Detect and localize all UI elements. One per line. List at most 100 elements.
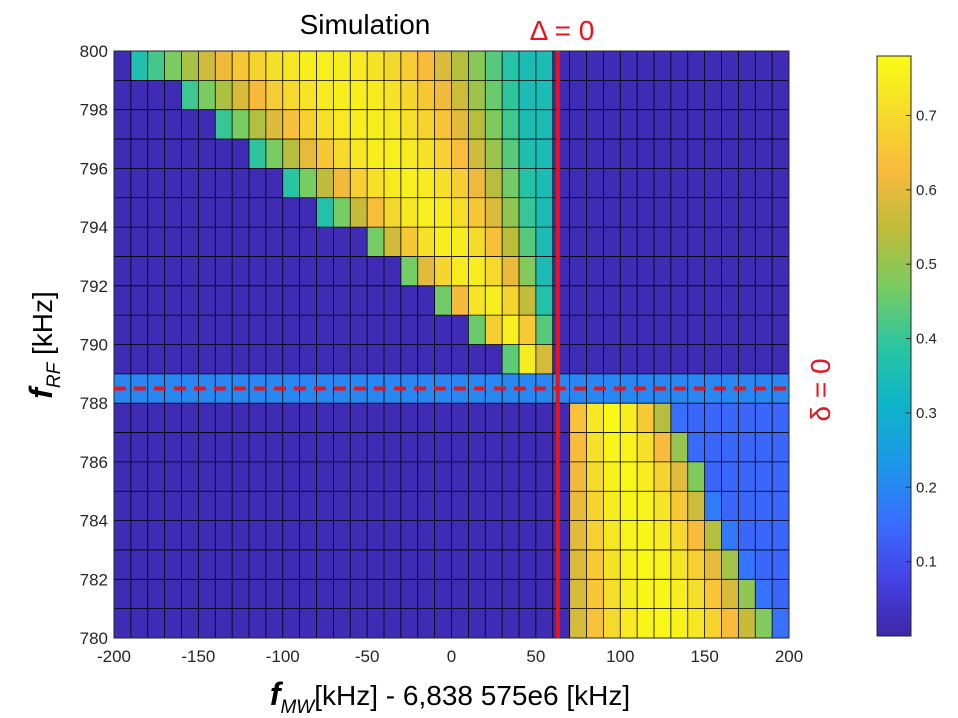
heatmap-cell xyxy=(282,608,300,639)
heatmap-cell xyxy=(535,520,554,551)
heatmap-cell xyxy=(519,344,537,375)
heatmap-cell xyxy=(181,579,199,609)
heatmap-cell xyxy=(687,109,705,140)
y-tick-label: 798 xyxy=(80,101,108,120)
heatmap-cell xyxy=(367,285,385,316)
heatmap-cell xyxy=(434,403,452,433)
heatmap-cell xyxy=(333,139,351,169)
heatmap-cell xyxy=(198,344,216,375)
heatmap-cell xyxy=(265,491,284,521)
heatmap-cell xyxy=(485,109,503,140)
heatmap-cell xyxy=(620,256,638,287)
heatmap-cell xyxy=(687,549,705,580)
heatmap-cell xyxy=(569,579,587,609)
heatmap-cell xyxy=(552,256,570,287)
heatmap-cell xyxy=(249,579,267,609)
heatmap-cell xyxy=(569,403,587,433)
heatmap-cell xyxy=(181,491,199,521)
heatmap-cell xyxy=(181,403,199,433)
heatmap-cell xyxy=(114,315,132,345)
heatmap-cell xyxy=(637,432,655,463)
heatmap-cell xyxy=(654,227,672,257)
heatmap-cell xyxy=(114,344,132,375)
heatmap-cell xyxy=(772,51,790,81)
heatmap-cell xyxy=(552,197,570,228)
heatmap-cell xyxy=(282,285,300,316)
heatmap-cell xyxy=(451,461,469,492)
heatmap-cell xyxy=(333,579,351,609)
heatmap-cell xyxy=(586,461,604,492)
heatmap-cell xyxy=(130,432,149,463)
heatmap-cell xyxy=(333,51,351,81)
colorbar-ticks: 0.1 0.2 0.3 0.4 0.5 0.6 0.7 xyxy=(906,107,937,571)
heatmap-cell xyxy=(451,197,469,228)
heatmap-cell xyxy=(654,51,672,81)
heatmap-cell xyxy=(687,315,705,345)
heatmap-cell xyxy=(755,461,773,492)
heatmap-cell xyxy=(333,432,351,463)
heatmap-cell xyxy=(603,520,621,551)
heatmap-cell xyxy=(130,579,149,609)
heatmap-cell xyxy=(620,315,638,345)
heatmap-cell xyxy=(704,344,722,375)
heatmap-cell xyxy=(434,432,452,463)
heatmap-cell xyxy=(535,197,554,228)
heatmap-cell xyxy=(721,344,739,375)
heatmap-cell xyxy=(384,256,402,287)
heatmap-cell xyxy=(198,315,216,345)
heatmap-cell xyxy=(704,608,722,639)
heatmap-cell xyxy=(215,139,233,169)
heatmap-cell xyxy=(755,51,773,81)
heatmap-cell xyxy=(485,315,503,345)
heatmap-cell xyxy=(704,285,722,316)
heatmap-cell xyxy=(316,491,334,521)
heatmap-cell xyxy=(164,432,182,463)
heatmap-cell xyxy=(755,491,773,521)
heatmap-cell xyxy=(181,80,199,110)
heatmap-cell xyxy=(502,461,520,492)
heatmap-cell xyxy=(198,285,216,316)
heatmap-cell xyxy=(333,491,351,521)
heatmap-cell xyxy=(164,197,182,228)
heatmap-cell xyxy=(519,256,537,287)
heatmap-cell xyxy=(114,579,132,609)
heatmap-cell xyxy=(637,403,655,433)
heatmap-cell xyxy=(265,256,284,287)
heatmap-cell xyxy=(569,139,587,169)
heatmap-cell xyxy=(654,520,672,551)
heatmap-cell xyxy=(603,109,621,140)
heatmap-cell xyxy=(198,168,216,199)
heatmap-cell xyxy=(468,197,486,228)
heatmap-cell xyxy=(400,51,419,81)
heatmap-cell xyxy=(772,403,790,433)
heatmap-cell xyxy=(502,227,520,257)
heatmap-cell xyxy=(164,461,182,492)
heatmap-cell xyxy=(130,80,149,110)
heatmap-cell xyxy=(603,403,621,433)
heatmap-cell xyxy=(249,168,267,199)
heatmap-cell xyxy=(519,168,537,199)
y-tick-label: 790 xyxy=(80,336,108,355)
heatmap-cell xyxy=(654,344,672,375)
heatmap-cell xyxy=(417,344,435,375)
heatmap-cell xyxy=(603,579,621,609)
heatmap-cell xyxy=(552,227,570,257)
heatmap-cell xyxy=(569,285,587,316)
y-axis-ticks: 780 782 784 786 788 790 792 794 796 798 800 xyxy=(80,42,108,648)
delta-zero-vertical-label: Δ = 0 xyxy=(530,15,595,46)
heatmap-cell xyxy=(316,168,334,199)
heatmap-cell xyxy=(232,168,250,199)
heatmap-cell xyxy=(603,285,621,316)
heatmap-cell xyxy=(670,315,689,345)
heatmap-cell xyxy=(316,403,334,433)
heatmap-cell xyxy=(637,344,655,375)
heatmap-cell xyxy=(299,285,317,316)
heatmap-cell xyxy=(367,227,385,257)
x-tick-label: 100 xyxy=(606,647,634,666)
heatmap-cell xyxy=(738,51,756,81)
heatmap-cell xyxy=(130,520,149,551)
heatmap-cell xyxy=(451,109,469,140)
heatmap-cell xyxy=(282,315,300,345)
heatmap-cell xyxy=(316,432,334,463)
heatmap-cell xyxy=(350,608,368,639)
